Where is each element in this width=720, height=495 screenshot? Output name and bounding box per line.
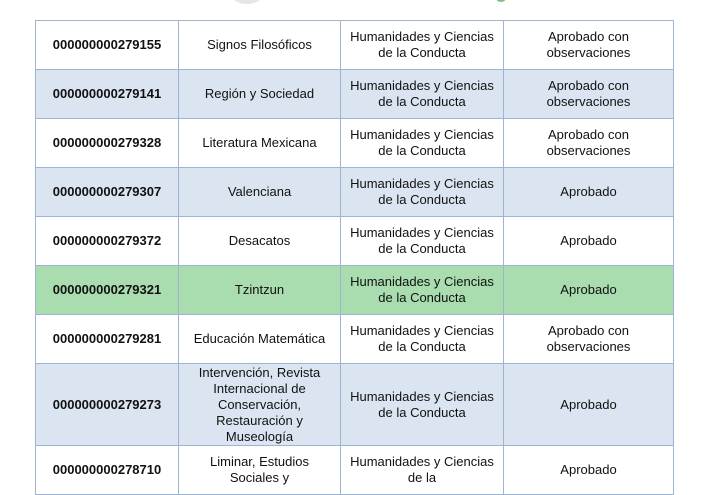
table-row: 000000000278710 Liminar, Estudios Sociale… <box>35 445 674 495</box>
table-row: 000000000279155 Signos Filosóficos Humanid… <box>35 20 674 70</box>
subject-area-cell: Humanidades y Ciencias de la Conducta <box>340 69 504 119</box>
journal-name-cell: Educación Matemática <box>178 314 341 364</box>
institution-seal-watermark <box>232 0 262 4</box>
record-id-cell: 000000000278710 <box>35 445 179 495</box>
journal-name-cell: Literatura Mexicana <box>178 118 341 168</box>
subject-area-cell: Humanidades y Ciencias de la Conducta <box>340 167 504 217</box>
table-row: 000000000279273 Intervención, Revista Int… <box>35 363 674 446</box>
record-id-cell: 000000000279307 <box>35 167 179 217</box>
status-cell: Aprobado con observaciones <box>503 118 674 168</box>
status-cell: Aprobado con observaciones <box>503 20 674 70</box>
subject-area-cell: Humanidades y Ciencias de la Conducta <box>340 314 504 364</box>
journal-name-cell: Valenciana <box>178 167 341 217</box>
journal-name-cell: Intervención, Revista Internacional de C… <box>178 363 341 446</box>
status-cell: Aprobado con observaciones <box>503 69 674 119</box>
table-row: 000000000279307 Valenciana Humanidades y C… <box>35 167 674 217</box>
journals-table: 000000000279155 Signos Filosóficos Humanid… <box>35 20 674 495</box>
status-cell: Aprobado <box>503 167 674 217</box>
subject-area-cell: Humanidades y Ciencias de la Conducta <box>340 265 504 315</box>
subject-area-cell: Humanidades y Ciencias de la Conducta <box>340 216 504 266</box>
status-cell: Aprobado <box>503 363 674 446</box>
status-cell: Aprobado con observaciones <box>503 314 674 364</box>
record-id-cell: 000000000279328 <box>35 118 179 168</box>
status-cell: Aprobado <box>503 265 674 315</box>
table-row: 000000000279141 Región y Sociedad Humanida… <box>35 69 674 119</box>
table-row: 000000000279372 Desacatos Humanidades y Ci… <box>35 216 674 266</box>
record-id-cell: 000000000279321 <box>35 265 179 315</box>
subject-area-cell: Humanidades y Ciencias de la Conducta <box>340 118 504 168</box>
journal-name-cell: Desacatos <box>178 216 341 266</box>
journal-name-cell: Signos Filosóficos <box>178 20 341 70</box>
record-id-cell: 000000000279273 <box>35 363 179 446</box>
status-cell: Aprobado <box>503 216 674 266</box>
table-row: 000000000279321 Tzintzun Humanidades y Cie… <box>35 265 674 315</box>
record-id-cell: 000000000279281 <box>35 314 179 364</box>
table-row: 000000000279328 Literatura Mexicana Humani… <box>35 118 674 168</box>
record-id-cell: 000000000279155 <box>35 20 179 70</box>
subject-area-cell: Humanidades y Ciencias de la Conducta <box>340 20 504 70</box>
journal-name-cell: Tzintzun <box>178 265 341 315</box>
status-cell: Aprobado <box>503 445 674 495</box>
record-id-cell: 000000000279141 <box>35 69 179 119</box>
subject-area-cell: Humanidades y Ciencias de la <box>340 445 504 495</box>
table-row: 000000000279281 Educación Matemática Human… <box>35 314 674 364</box>
journal-name-cell: Región y Sociedad <box>178 69 341 119</box>
journal-name-cell: Liminar, Estudios Sociales y <box>178 445 341 495</box>
record-id-cell: 000000000279372 <box>35 216 179 266</box>
logo-leaf-icon <box>496 0 506 2</box>
subject-area-cell: Humanidades y Ciencias de la Conducta <box>340 363 504 446</box>
